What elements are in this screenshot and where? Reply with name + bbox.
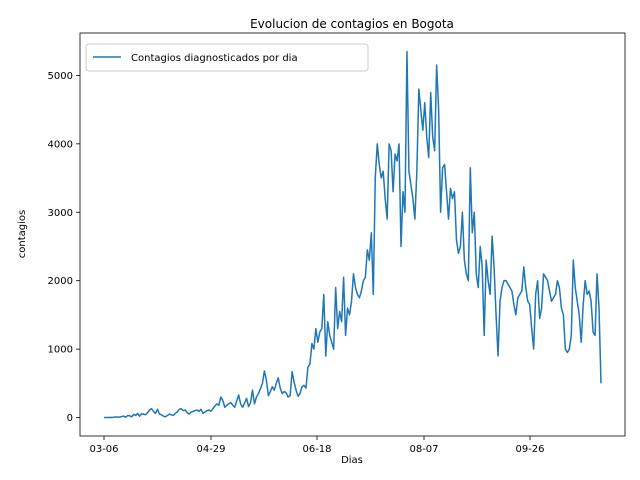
y-tick-label: 1000: [48, 345, 73, 356]
y-tick-label: 2000: [48, 276, 73, 287]
axes-frame: [79, 32, 626, 437]
x-tick-label: 06-18: [302, 444, 331, 455]
x-tick-label: 08-07: [409, 444, 438, 455]
y-tick-label: 5000: [48, 71, 73, 82]
legend-label: Contagios diagnosticados por dia: [131, 53, 298, 64]
legend: Contagios diagnosticados por dia: [85, 43, 369, 72]
plot-area: [79, 32, 626, 437]
x-tick-label: 09-26: [515, 444, 544, 455]
x-axis-ticks: 03-06 04-29 06-18 08-07 09-26: [89, 436, 545, 455]
x-tick-label: 04-29: [196, 444, 225, 455]
y-axis-ticks: 0 1000 2000 3000 4000 5000: [48, 71, 80, 424]
x-axis-label: Dias: [341, 455, 363, 466]
series-line-contagios: [104, 50, 602, 419]
y-axis-label: contagios: [17, 210, 28, 258]
y-tick-label: 4000: [48, 139, 73, 150]
y-tick-label: 0: [67, 413, 73, 424]
x-tick-label: 03-06: [89, 444, 118, 455]
legend-box: [85, 43, 369, 72]
y-tick-label: 3000: [48, 208, 73, 219]
chart-title: Evolucion de contagios en Bogota: [250, 17, 454, 31]
